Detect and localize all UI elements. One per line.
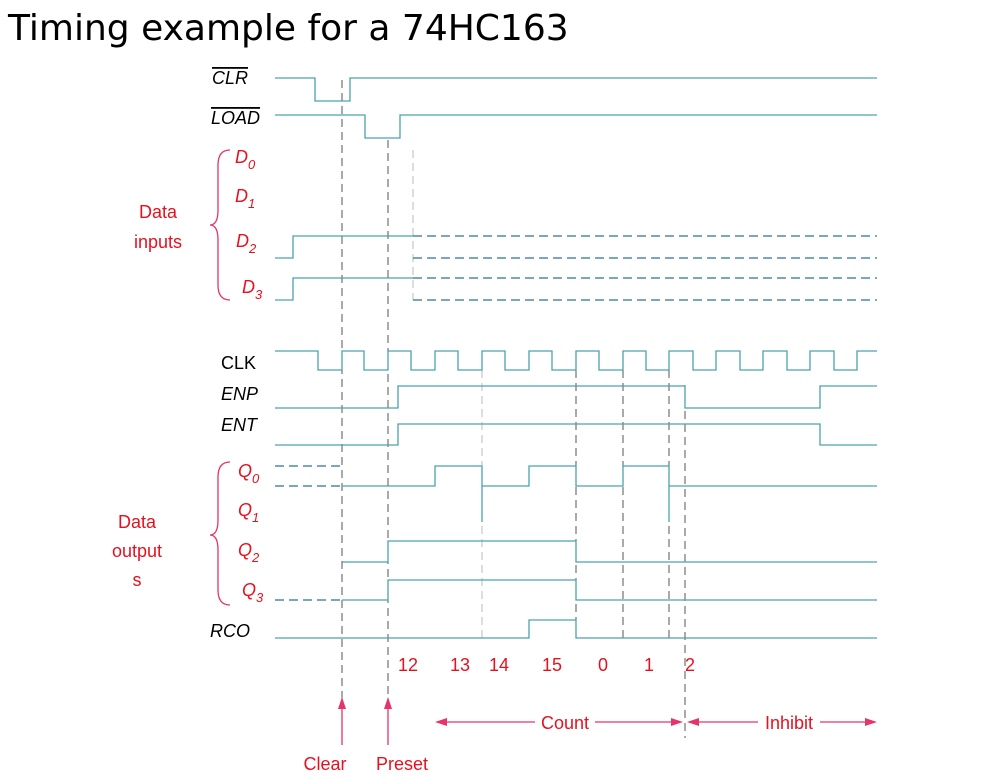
signal-subscript: 2: [251, 550, 260, 565]
signal-label: ENP: [221, 384, 258, 404]
signal-name: RCO: [210, 621, 250, 641]
signal-label: Q0: [238, 461, 260, 486]
signal-name: D: [235, 147, 248, 167]
signal-name: CLK: [221, 353, 256, 373]
signal-subscript: 2: [248, 241, 257, 256]
signal-label: ENT: [221, 415, 259, 435]
group-label: inputs: [134, 232, 182, 252]
signal-subscript: 3: [256, 590, 264, 605]
signal-name: Q: [238, 500, 252, 520]
bracket: [209, 461, 231, 606]
group-label: output: [112, 541, 162, 561]
signal-label: D3: [242, 277, 263, 302]
signal-name: ENP: [221, 384, 258, 404]
state-number: 2: [685, 655, 695, 675]
signal-name: D: [235, 186, 248, 206]
state-number: 15: [542, 655, 562, 675]
signal-label: RCO: [210, 621, 250, 641]
state-number: 1: [644, 655, 654, 675]
waveforms: [275, 77, 877, 639]
signal-subscript: 1: [252, 510, 259, 525]
signal-name: CLR: [212, 68, 248, 88]
guides: [341, 80, 686, 738]
signal-label: D2: [236, 231, 257, 256]
title: Timing example for a 74HC163: [7, 8, 569, 49]
state-number: 12: [398, 655, 418, 675]
group-label: Data: [118, 512, 157, 532]
signal-name: D: [242, 277, 255, 297]
phase-label: Count: [541, 713, 589, 733]
signal-subscript: 0: [248, 157, 256, 172]
group-label: s: [133, 570, 142, 590]
event-label: Preset: [376, 754, 428, 774]
signal-name: Q: [242, 580, 256, 600]
signal-name: ENT: [221, 415, 259, 435]
arrows: [338, 697, 877, 745]
state-number: 13: [450, 655, 470, 675]
signal-label: CLK: [221, 353, 256, 373]
signal-label: LOAD: [211, 108, 260, 128]
signal-name: Q: [238, 461, 252, 481]
signal-label: D0: [235, 147, 256, 172]
signal-label: Q1: [238, 500, 259, 525]
state-number: 14: [489, 655, 509, 675]
signal-subscript: 1: [248, 196, 255, 211]
state-number: 0: [598, 655, 608, 675]
signal-label: Q2: [238, 540, 260, 565]
signal-label: Q3: [242, 580, 264, 605]
signal-name: LOAD: [211, 108, 260, 128]
signal-label: D1: [235, 186, 255, 211]
signal-name: D: [236, 231, 249, 251]
bracket: [209, 149, 231, 301]
event-label: Clear: [303, 754, 346, 774]
signal-subscript: 0: [252, 471, 260, 486]
signal-label: CLR: [212, 68, 248, 88]
signal-subscript: 3: [255, 287, 263, 302]
group-label: Data: [139, 202, 178, 222]
phase-label: Inhibit: [765, 713, 813, 733]
signal-name: Q: [238, 540, 252, 560]
